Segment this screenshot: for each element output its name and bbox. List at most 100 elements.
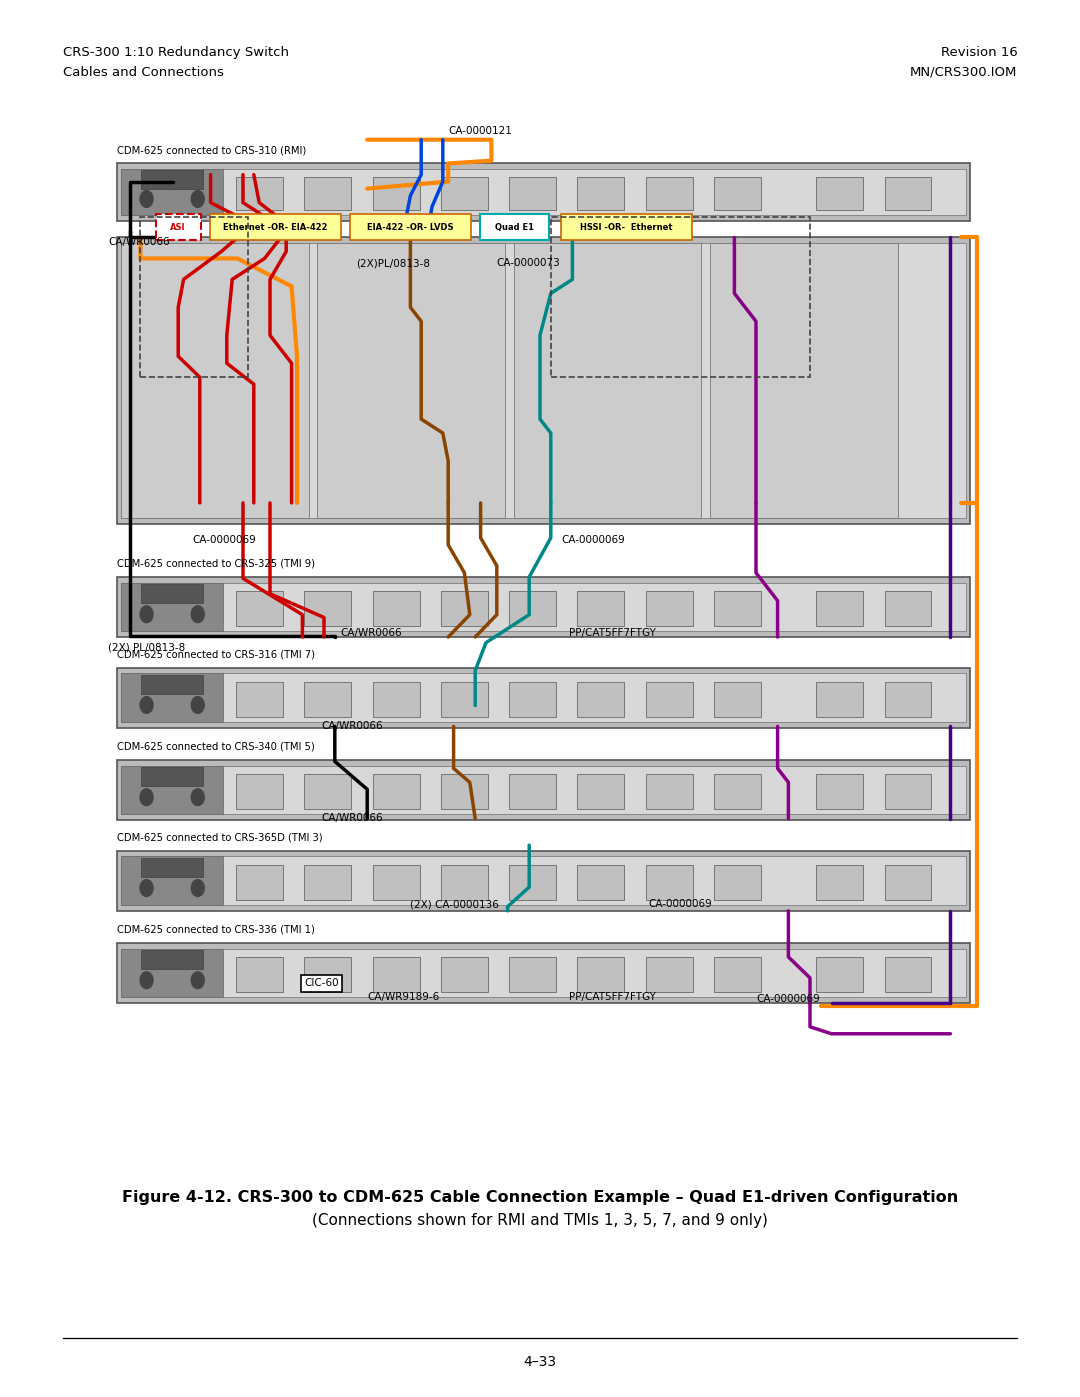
Bar [305, 957, 351, 992]
Bar [117, 577, 970, 637]
Bar [714, 957, 760, 992]
Bar [885, 177, 931, 211]
Bar [816, 865, 863, 900]
Bar [578, 682, 624, 717]
Bar [373, 177, 419, 211]
Bar [509, 177, 556, 211]
Bar [816, 591, 863, 626]
Circle shape [191, 697, 204, 714]
Text: 4–33: 4–33 [524, 1355, 556, 1369]
Bar [646, 957, 692, 992]
Text: CDM-625 connected to CRS-325 (TMI 9): CDM-625 connected to CRS-325 (TMI 9) [117, 559, 314, 569]
Bar [816, 774, 863, 809]
Bar [237, 774, 283, 809]
Bar [121, 673, 966, 722]
Text: CA/WR0066: CA/WR0066 [108, 237, 170, 247]
FancyBboxPatch shape [156, 214, 201, 240]
Text: PP/CAT5FF7FTGY: PP/CAT5FF7FTGY [569, 992, 656, 1002]
Text: (2X)PL/0813-8: (2X)PL/0813-8 [356, 258, 431, 268]
Bar [140, 217, 248, 377]
Bar [441, 957, 488, 992]
Circle shape [140, 190, 153, 207]
Bar [441, 774, 488, 809]
Text: CA-0000121: CA-0000121 [448, 126, 513, 136]
Text: CA/WR0066: CA/WR0066 [340, 629, 402, 638]
Bar [121, 169, 966, 215]
Bar [121, 583, 224, 631]
Bar [141, 767, 203, 787]
Bar [305, 177, 351, 211]
Circle shape [140, 880, 153, 897]
Bar [714, 774, 760, 809]
Bar [646, 591, 692, 626]
Bar [646, 774, 692, 809]
Bar [121, 856, 224, 905]
Bar [141, 858, 203, 877]
Bar [816, 177, 863, 211]
Bar [305, 774, 351, 809]
Bar [141, 584, 203, 604]
FancyBboxPatch shape [480, 214, 549, 240]
Text: CA-0000069: CA-0000069 [562, 535, 625, 545]
Bar [646, 682, 692, 717]
Bar [305, 682, 351, 717]
Text: Revision 16: Revision 16 [941, 46, 1017, 59]
Bar [121, 856, 966, 905]
Bar [441, 865, 488, 900]
Bar [237, 591, 283, 626]
Text: CDM-625 connected to CRS-316 (TMI 7): CDM-625 connected to CRS-316 (TMI 7) [117, 650, 314, 659]
Bar [441, 177, 488, 211]
Bar [373, 865, 419, 900]
Bar [237, 865, 283, 900]
Bar [885, 682, 931, 717]
Bar [237, 957, 283, 992]
Bar [305, 591, 351, 626]
Text: HSSI -OR-  Ethernet: HSSI -OR- Ethernet [580, 222, 673, 232]
Bar [237, 682, 283, 717]
Text: CDM-625 connected to CRS-310 (RMI): CDM-625 connected to CRS-310 (RMI) [117, 145, 306, 155]
Bar [373, 591, 419, 626]
Bar [514, 243, 701, 518]
Bar [121, 673, 224, 722]
Circle shape [140, 606, 153, 623]
Text: (2X) CA-0000136: (2X) CA-0000136 [410, 900, 499, 909]
Bar [714, 682, 760, 717]
Bar [121, 583, 966, 631]
Bar [509, 865, 556, 900]
Bar [509, 682, 556, 717]
Text: CDM-625 connected to CRS-340 (TMI 5): CDM-625 connected to CRS-340 (TMI 5) [117, 742, 314, 752]
Text: Ethernet -OR- EIA-422: Ethernet -OR- EIA-422 [224, 222, 327, 232]
Text: (Connections shown for RMI and TMIs 1, 3, 5, 7, and 9 only): (Connections shown for RMI and TMIs 1, 3… [312, 1213, 768, 1228]
Bar [121, 766, 966, 814]
Text: CA/WR0066: CA/WR0066 [322, 721, 383, 731]
Bar [141, 675, 203, 694]
Text: ASI: ASI [171, 222, 186, 232]
Text: CA-0000069: CA-0000069 [756, 995, 820, 1004]
Text: CA-0000069: CA-0000069 [648, 900, 712, 909]
Circle shape [191, 880, 204, 897]
Bar [714, 591, 760, 626]
Bar [117, 668, 970, 728]
Bar [710, 243, 897, 518]
Bar [578, 957, 624, 992]
Bar [885, 957, 931, 992]
Text: EIA-422 -OR- LVDS: EIA-422 -OR- LVDS [367, 222, 454, 232]
Bar [714, 177, 760, 211]
Text: CA/WR9189-6: CA/WR9189-6 [367, 992, 440, 1002]
Bar [117, 851, 970, 911]
Text: MN/CRS300.IOM: MN/CRS300.IOM [910, 66, 1017, 78]
Circle shape [140, 697, 153, 714]
Bar [121, 949, 966, 997]
Bar [121, 766, 224, 814]
Text: Quad E1: Quad E1 [495, 222, 534, 232]
Bar [373, 774, 419, 809]
FancyBboxPatch shape [350, 214, 471, 240]
Text: CDM-625 connected to CRS-336 (TMI 1): CDM-625 connected to CRS-336 (TMI 1) [117, 925, 314, 935]
Text: CA/WR0066: CA/WR0066 [322, 813, 383, 823]
Text: Cables and Connections: Cables and Connections [63, 66, 224, 78]
Bar [551, 217, 810, 377]
Bar [121, 949, 224, 997]
Bar [578, 591, 624, 626]
Bar [885, 591, 931, 626]
Text: CRS-300 1:10 Redundancy Switch: CRS-300 1:10 Redundancy Switch [63, 46, 288, 59]
